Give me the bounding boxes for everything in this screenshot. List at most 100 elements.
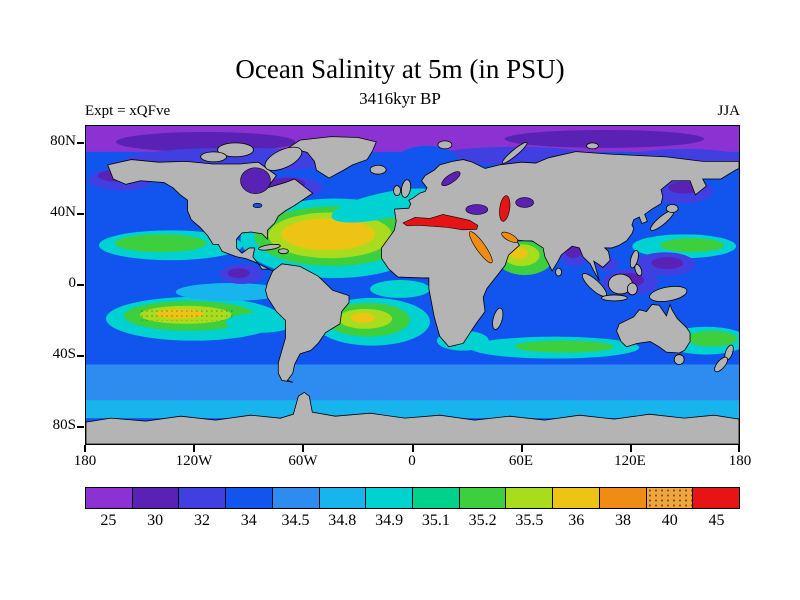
y-axis-label: 80N — [50, 133, 76, 149]
persian-gulf — [501, 231, 519, 243]
colorbar-label: 30 — [147, 512, 164, 529]
y-axis-label: 40S — [52, 346, 76, 362]
axis-tick — [77, 213, 84, 215]
island-arctic-canada-1 — [217, 142, 254, 158]
continent-greenland — [288, 136, 377, 179]
island-hokkaido — [665, 204, 679, 213]
island-cuba — [258, 243, 281, 251]
island-iceland — [369, 164, 387, 175]
axis-tick — [302, 445, 304, 452]
colorbar-label: 34 — [240, 512, 257, 529]
island-sulawesi — [626, 282, 638, 296]
equatorial-pacific-band — [175, 283, 286, 301]
colorbar-label: 34.9 — [375, 512, 404, 529]
colorbar — [85, 487, 740, 509]
island-ireland — [393, 185, 401, 196]
figure-title: Ocean Salinity at 5m (in PSU) — [235, 54, 565, 84]
island-mindanao — [634, 264, 643, 277]
red-sea — [469, 231, 493, 264]
colorbar-label: 45 — [708, 512, 725, 529]
colorbar-label: 32 — [193, 512, 210, 529]
colorbar-segment-stippled — [646, 488, 694, 508]
aral-region — [515, 197, 534, 208]
x-axis-label: 60E — [508, 453, 534, 469]
colorbar-segment — [132, 488, 180, 508]
equatorial-atlantic-patch — [370, 280, 430, 298]
x-axis-label: 120E — [614, 453, 646, 469]
y-axis-label: 0 — [68, 275, 77, 291]
mediterranean-sea — [402, 214, 479, 231]
island-nz-south — [714, 356, 728, 373]
island-severnaya-zemlya — [586, 142, 599, 150]
colorbar-segment — [272, 488, 320, 508]
caspian-sea — [499, 195, 511, 222]
world-salinity-map — [86, 126, 739, 444]
gulf-stream-extension — [331, 188, 439, 223]
axis-tick — [77, 284, 84, 286]
colorbar-segment — [599, 488, 647, 508]
colorbar-labels: 25 30 32 34 34.5 34.8 34.9 35.1 35.2 35.… — [85, 512, 740, 530]
antarctic-coastal-band — [86, 400, 739, 419]
x-axis-label: 0 — [408, 453, 416, 469]
colorbar-segment — [226, 488, 273, 508]
great-lakes — [252, 203, 263, 208]
island-tasmania — [673, 354, 685, 365]
axis-tick — [77, 142, 84, 144]
colorbar-label: 34.5 — [281, 512, 310, 529]
axis-tick — [412, 445, 414, 452]
continent-south-america — [265, 263, 350, 383]
x-axis-label: 180 — [73, 453, 97, 469]
continents — [86, 136, 739, 444]
continent-antarctica — [86, 391, 739, 444]
experiment-label: Expt = xQFve — [85, 103, 171, 119]
island-hispaniola — [278, 248, 289, 255]
season-label: JJA — [717, 103, 740, 119]
south-pacific-gyre — [105, 296, 296, 341]
baltic-sea — [441, 171, 461, 187]
stipple-overlay — [140, 307, 236, 321]
colorbar-label: 40 — [661, 512, 678, 529]
colorbar-segment — [413, 488, 460, 508]
colorbar-segment — [179, 488, 227, 508]
island-madagascar — [492, 307, 504, 330]
y-axis-label: 40N — [50, 204, 76, 220]
island-sri-lanka — [555, 267, 562, 277]
island-novaya-zemlya — [501, 141, 528, 164]
axis-tick — [84, 445, 86, 452]
y-axis-label: 80S — [52, 417, 76, 433]
x-axis-label: 60W — [288, 453, 318, 469]
black-sea — [465, 204, 489, 215]
island-arctic-canada-2 — [200, 151, 227, 163]
colorbar-segment — [693, 488, 740, 508]
figure-subtitle: 3416kyr BP — [359, 89, 441, 108]
inland-seas — [240, 167, 534, 264]
island-svalbard — [437, 140, 453, 150]
colorbar-label: 35.5 — [515, 512, 544, 529]
colorbar-segment — [506, 488, 554, 508]
island-java — [601, 294, 628, 302]
north-pacific-patches — [98, 230, 737, 261]
axis-tick — [521, 445, 523, 452]
axis-tick — [738, 445, 740, 452]
colorbar-segment — [86, 488, 133, 508]
axis-tick — [193, 445, 195, 452]
island-luzon — [629, 250, 639, 269]
hudson-bay — [240, 167, 271, 194]
colorbar-label: 35.1 — [421, 512, 450, 529]
axis-tick — [77, 355, 84, 357]
x-axis-label: 180 — [728, 453, 752, 469]
colorbar-segment — [553, 488, 600, 508]
colorbar-label: 25 — [100, 512, 117, 529]
axis-tick — [630, 445, 632, 452]
colorbar-segment — [366, 488, 414, 508]
colorbar-label: 36 — [568, 512, 585, 529]
island-new-guinea — [649, 285, 688, 302]
map-plot-area — [85, 125, 740, 445]
x-axis-label: 120W — [175, 453, 213, 469]
axis-tick — [77, 426, 84, 428]
colorbar-label: 35.2 — [468, 512, 497, 529]
continent-afro-eurasia — [381, 151, 739, 348]
colorbar-label: 38 — [614, 512, 631, 529]
colorbar-segment — [319, 488, 367, 508]
